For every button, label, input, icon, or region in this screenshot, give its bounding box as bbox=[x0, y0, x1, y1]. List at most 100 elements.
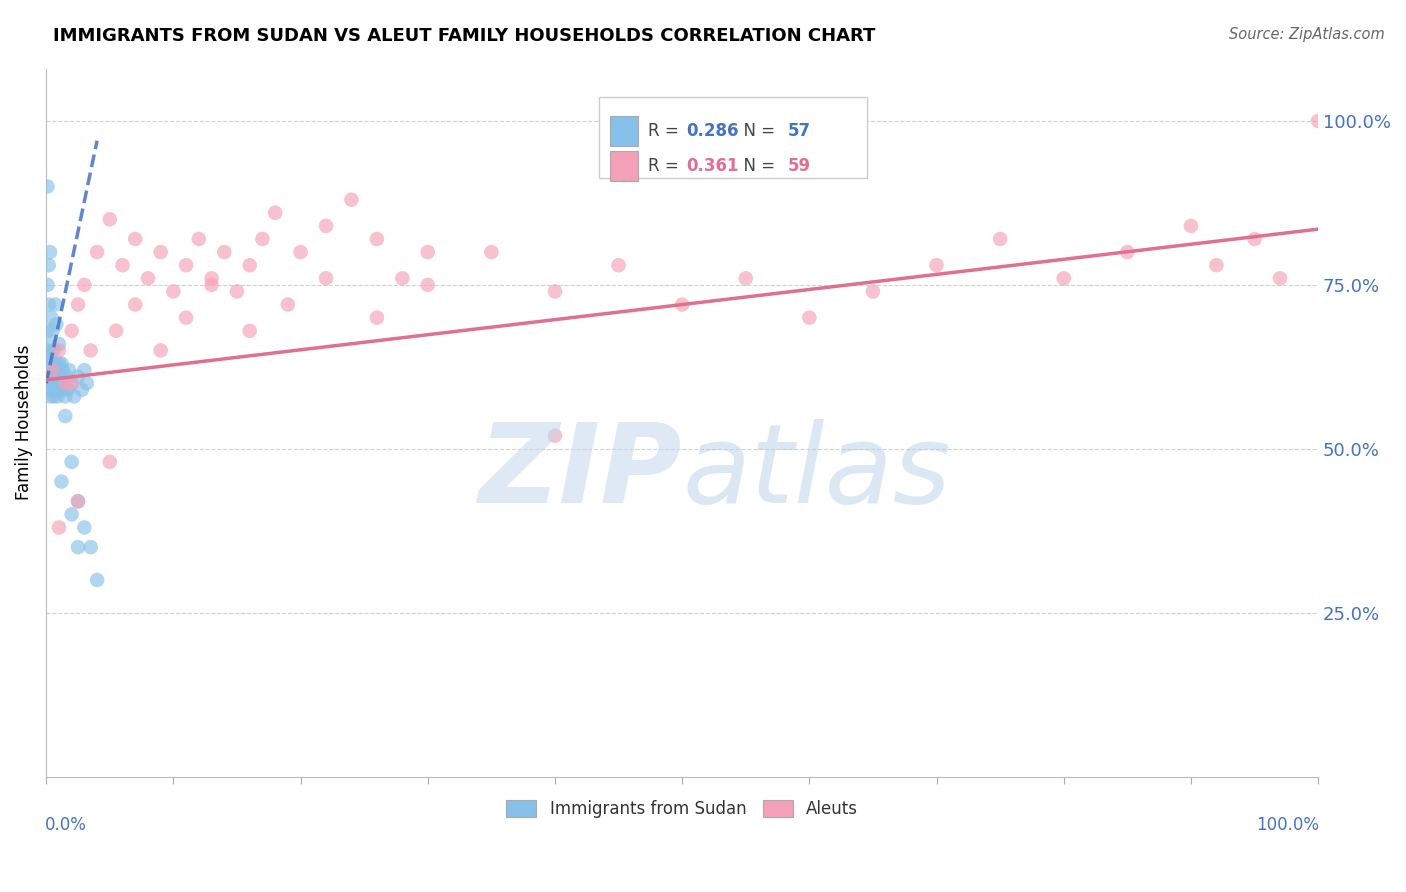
Point bbox=[63, 389, 86, 403]
Point bbox=[1116, 245, 1139, 260]
Point bbox=[799, 310, 821, 325]
Point bbox=[44, 383, 66, 397]
Point bbox=[315, 219, 337, 233]
Point bbox=[73, 520, 96, 534]
Point bbox=[226, 285, 249, 299]
Point bbox=[39, 363, 62, 377]
Point bbox=[42, 369, 65, 384]
Point bbox=[239, 324, 262, 338]
Point bbox=[56, 383, 79, 397]
Text: 100.0%: 100.0% bbox=[1257, 815, 1319, 833]
Point bbox=[366, 232, 388, 246]
Point bbox=[734, 271, 756, 285]
Point bbox=[1268, 271, 1291, 285]
Point bbox=[290, 245, 312, 260]
Point bbox=[162, 285, 184, 299]
Point bbox=[48, 343, 70, 358]
Point bbox=[105, 324, 128, 338]
Point bbox=[187, 232, 209, 246]
Point bbox=[38, 376, 60, 391]
Point bbox=[86, 573, 108, 587]
Point bbox=[38, 258, 60, 272]
Point bbox=[53, 409, 76, 423]
Point bbox=[988, 232, 1011, 246]
Point bbox=[37, 277, 59, 292]
Point bbox=[37, 363, 59, 377]
Point bbox=[200, 271, 222, 285]
Point bbox=[52, 363, 75, 377]
Point bbox=[1243, 232, 1265, 246]
Point bbox=[315, 271, 337, 285]
Point bbox=[73, 277, 96, 292]
Point bbox=[124, 297, 146, 311]
Point bbox=[41, 324, 63, 338]
Point bbox=[66, 297, 89, 311]
Text: R =: R = bbox=[648, 122, 683, 140]
Point bbox=[37, 343, 59, 358]
Legend: Immigrants from Sudan, Aleuts: Immigrants from Sudan, Aleuts bbox=[499, 794, 865, 825]
Point bbox=[60, 508, 83, 522]
Text: 59: 59 bbox=[787, 157, 811, 175]
Point bbox=[45, 357, 67, 371]
Point bbox=[48, 357, 70, 371]
Text: N =: N = bbox=[733, 122, 780, 140]
Point bbox=[60, 324, 83, 338]
Text: 0.286: 0.286 bbox=[686, 122, 738, 140]
Point bbox=[37, 324, 59, 338]
Point bbox=[264, 206, 287, 220]
Point bbox=[366, 310, 388, 325]
Point bbox=[46, 389, 69, 403]
Point bbox=[174, 310, 197, 325]
Point bbox=[45, 317, 67, 331]
Point bbox=[51, 357, 73, 371]
Point bbox=[37, 179, 59, 194]
Point bbox=[39, 389, 62, 403]
Point bbox=[45, 376, 67, 391]
Point bbox=[66, 494, 89, 508]
Point bbox=[48, 376, 70, 391]
Point bbox=[60, 376, 83, 391]
Point bbox=[149, 245, 172, 260]
Point bbox=[80, 540, 103, 554]
Point bbox=[41, 376, 63, 391]
Point bbox=[41, 357, 63, 371]
Point bbox=[53, 389, 76, 403]
Point bbox=[48, 337, 70, 351]
Point bbox=[60, 376, 83, 391]
Point bbox=[200, 277, 222, 292]
Point bbox=[214, 245, 236, 260]
Point bbox=[53, 376, 76, 391]
Point bbox=[149, 343, 172, 358]
Text: ZIP: ZIP bbox=[478, 418, 682, 525]
Point bbox=[925, 258, 948, 272]
Point bbox=[98, 212, 121, 227]
Point bbox=[111, 258, 134, 272]
Point bbox=[1180, 219, 1202, 233]
Point bbox=[38, 357, 60, 371]
Point bbox=[42, 343, 65, 358]
Point bbox=[136, 271, 159, 285]
Point bbox=[49, 369, 72, 384]
Point bbox=[479, 245, 502, 260]
Text: atlas: atlas bbox=[682, 418, 950, 525]
Point bbox=[124, 232, 146, 246]
Point bbox=[39, 383, 62, 397]
Point bbox=[98, 455, 121, 469]
Point bbox=[39, 369, 62, 384]
Point bbox=[66, 540, 89, 554]
Text: 0.361: 0.361 bbox=[686, 157, 738, 175]
Point bbox=[42, 389, 65, 403]
Point bbox=[38, 337, 60, 351]
Point bbox=[48, 520, 70, 534]
Point bbox=[55, 369, 77, 384]
FancyBboxPatch shape bbox=[610, 116, 638, 146]
Point bbox=[340, 193, 363, 207]
Point bbox=[391, 271, 413, 285]
FancyBboxPatch shape bbox=[599, 97, 866, 178]
Text: 57: 57 bbox=[787, 122, 811, 140]
FancyBboxPatch shape bbox=[610, 151, 638, 181]
Point bbox=[39, 310, 62, 325]
Point bbox=[544, 285, 567, 299]
Point bbox=[38, 297, 60, 311]
Point bbox=[416, 277, 439, 292]
